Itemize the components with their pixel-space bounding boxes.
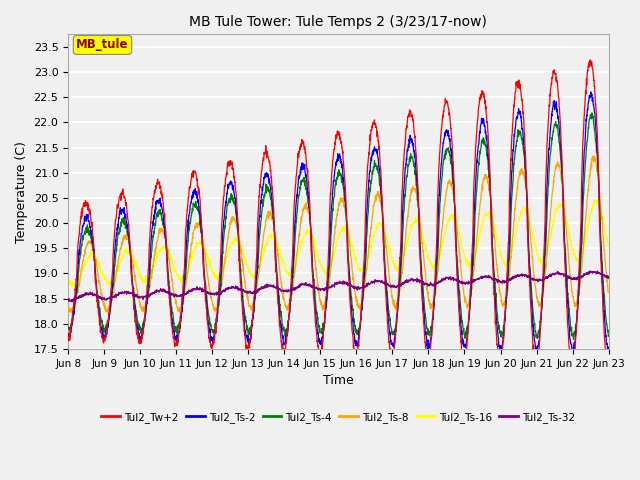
Y-axis label: Temperature (C): Temperature (C) (15, 141, 28, 242)
Text: MB_tule: MB_tule (76, 38, 129, 51)
Legend: Tul2_Tw+2, Tul2_Ts-2, Tul2_Ts-4, Tul2_Ts-8, Tul2_Ts-16, Tul2_Ts-32: Tul2_Tw+2, Tul2_Ts-2, Tul2_Ts-4, Tul2_Ts… (97, 408, 580, 427)
X-axis label: Time: Time (323, 374, 354, 387)
Title: MB Tule Tower: Tule Temps 2 (3/23/17-now): MB Tule Tower: Tule Temps 2 (3/23/17-now… (189, 15, 487, 29)
